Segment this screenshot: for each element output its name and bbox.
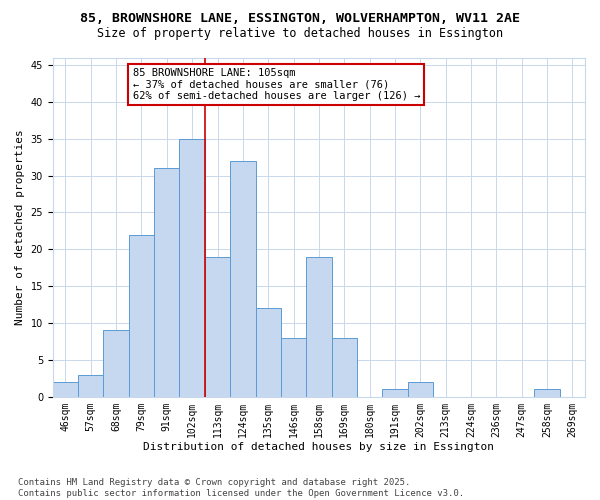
Text: Contains HM Land Registry data © Crown copyright and database right 2025.
Contai: Contains HM Land Registry data © Crown c…: [18, 478, 464, 498]
Bar: [53, 382, 78, 397]
Y-axis label: Number of detached properties: Number of detached properties: [15, 130, 25, 325]
Bar: [230, 161, 256, 397]
Bar: [103, 330, 129, 397]
Bar: [332, 338, 357, 397]
Bar: [205, 256, 230, 397]
Text: Size of property relative to detached houses in Essington: Size of property relative to detached ho…: [97, 28, 503, 40]
Text: 85 BROWNSHORE LANE: 105sqm
← 37% of detached houses are smaller (76)
62% of semi: 85 BROWNSHORE LANE: 105sqm ← 37% of deta…: [133, 68, 420, 101]
Bar: [78, 374, 103, 397]
X-axis label: Distribution of detached houses by size in Essington: Distribution of detached houses by size …: [143, 442, 494, 452]
Bar: [256, 308, 281, 397]
Text: 85, BROWNSHORE LANE, ESSINGTON, WOLVERHAMPTON, WV11 2AE: 85, BROWNSHORE LANE, ESSINGTON, WOLVERHA…: [80, 12, 520, 26]
Bar: [382, 390, 407, 397]
Bar: [154, 168, 179, 397]
Bar: [535, 390, 560, 397]
Bar: [281, 338, 306, 397]
Bar: [129, 234, 154, 397]
Bar: [179, 138, 205, 397]
Bar: [306, 256, 332, 397]
Bar: [407, 382, 433, 397]
